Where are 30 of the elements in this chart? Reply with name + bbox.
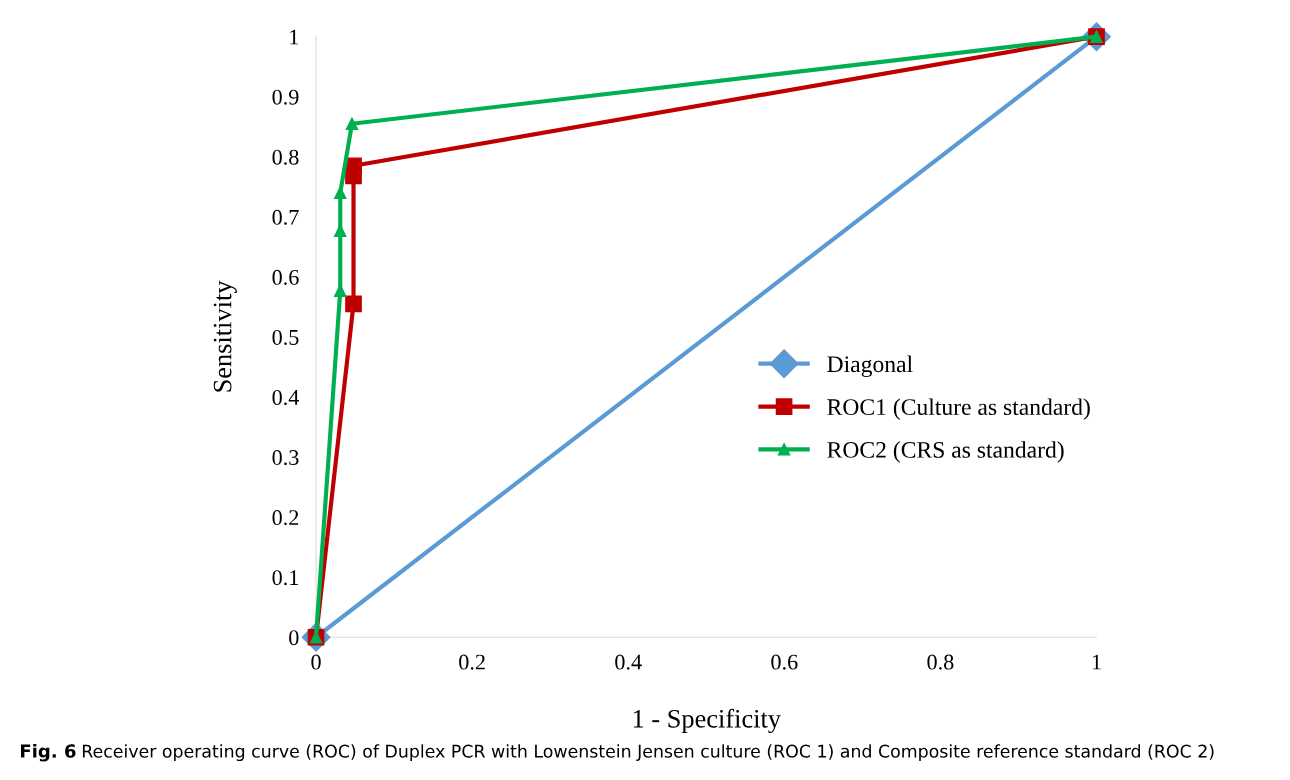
y-tick-label: 0.3 [272,450,299,466]
y-tick-label: 0.2 [272,510,299,526]
y-tick-label: 1 [290,29,299,45]
point [345,295,362,313]
x-tick-label: 0.4 [615,654,642,670]
text: Receiver operating curve (ROC) of Duplex PCR with Lowenstein Jensen culture (ROC 1) and Composite reference standard (ROC 2) [82,744,1214,762]
x-tick-label: 0.2 [459,654,485,670]
point [345,157,362,175]
point [333,186,347,200]
point [333,224,347,237]
legend-label: ROC1 (Culture as standard) [827,398,1090,420]
x-tick-label: 0 [311,654,321,670]
y-tick-label: 0.5 [272,329,299,345]
y-axis-title: Sensitivity [213,280,237,392]
y-tick-label: 0.9 [272,89,299,105]
y-tick-label: 0.8 [272,149,299,165]
point [345,117,359,130]
y-tick-label: 0 [289,630,299,646]
x-tick-label: 0.6 [771,654,798,670]
x-axis-title: 1 - Specificity [633,708,781,734]
point [333,284,347,297]
y-tick-label: 0.4 [272,389,300,406]
x-tick-label: 0.8 [927,654,954,670]
y-tick-label: 0.7 [272,209,299,225]
y-tick-label: 0.1 [272,570,299,586]
legend-label: Diagonal [827,355,913,378]
legend-label: ROC2 (CRS as standard) [827,441,1064,463]
x-tick-label: 1 [1092,654,1101,670]
caption: Fig. 6 [21,743,76,762]
y-tick-label: 0.6 [272,269,299,285]
